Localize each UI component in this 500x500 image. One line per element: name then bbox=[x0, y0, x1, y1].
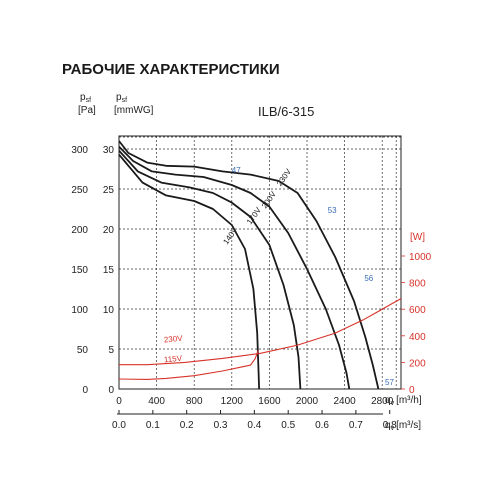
x-sec-tick-0.5: 0.5 bbox=[281, 420, 295, 431]
pressure-label-170V: 170V bbox=[245, 205, 263, 226]
pressure-curve-200V bbox=[118, 145, 351, 390]
x-sec-tick-0.8: 0.8 bbox=[383, 420, 397, 431]
y-left-label: psf bbox=[80, 92, 91, 104]
x-sec-tick-0.4: 0.4 bbox=[247, 420, 261, 431]
x-sec-tick-0.2: 0.2 bbox=[180, 420, 194, 431]
x-sec-tick-0.1: 0.1 bbox=[146, 420, 160, 431]
y-left-tick-100: 100 bbox=[71, 305, 88, 316]
y-mmwg-tick-0: 0 bbox=[108, 385, 114, 396]
y-mmwg-tick-15: 15 bbox=[103, 265, 115, 276]
y-left-label-main: p bbox=[80, 92, 86, 103]
power-label-230V: 230V bbox=[164, 334, 184, 345]
grid bbox=[118, 135, 402, 390]
x-sec-tick-0.6: 0.6 bbox=[315, 420, 329, 431]
series bbox=[118, 140, 402, 390]
y-right-tick-1000: 1000 bbox=[409, 252, 432, 263]
y-left-label-sub: sf bbox=[86, 97, 92, 104]
y-left-tick-150: 150 bbox=[71, 265, 88, 276]
x-main-label: q bbox=[385, 395, 391, 406]
pressure-label-230V: 230V bbox=[275, 167, 293, 188]
y-right-unit: [W] bbox=[410, 232, 425, 243]
y-mmwg-tick-10: 10 bbox=[103, 305, 115, 316]
power-label-115V: 115V bbox=[164, 354, 183, 365]
x-sec-tick-0.3: 0.3 bbox=[214, 420, 228, 431]
x-main-tick-1200: 1200 bbox=[221, 396, 244, 407]
power-curve-115V bbox=[118, 350, 259, 380]
x-sec-unit: [m³/s] bbox=[396, 420, 421, 431]
x-sec-label: q bbox=[385, 420, 391, 431]
y-left-tick-50: 50 bbox=[77, 345, 89, 356]
y-right-tick-600: 600 bbox=[409, 305, 426, 316]
ticks: 0 400 800 1200 1600 2000 2400 28000501001502002… bbox=[71, 145, 431, 431]
y-left-unit: [Pa] bbox=[78, 105, 96, 116]
x-main-tick-800: 800 bbox=[186, 396, 203, 407]
y-right-tick-800: 800 bbox=[409, 279, 426, 290]
point-label-53: 53 bbox=[328, 206, 337, 215]
y-left-tick-200: 200 bbox=[71, 225, 88, 236]
pressure-curve-170V bbox=[118, 149, 302, 390]
x-sec-label-sub: v bbox=[391, 425, 395, 432]
pressure-curve-230V bbox=[118, 140, 380, 390]
model-label: ILB/6-315 bbox=[258, 104, 314, 119]
x-main-unit-label: qv [m³/h] bbox=[385, 395, 422, 407]
x-main-tick-2800: 2800 bbox=[371, 396, 394, 407]
x-sec-tick-0.7: 0.7 bbox=[349, 420, 363, 431]
x-main-tick-0: 0 bbox=[116, 396, 122, 407]
y-right-tick-400: 400 bbox=[409, 332, 426, 343]
y-mmwg-tick-5: 5 bbox=[108, 345, 114, 356]
y-right-tick-0: 0 bbox=[409, 385, 415, 396]
point-label-57: 57 bbox=[385, 378, 394, 387]
y-mmwg-unit: [mmWG] bbox=[114, 105, 154, 116]
x-main-tick-1600: 1600 bbox=[258, 396, 281, 407]
power-curve-230V bbox=[119, 298, 402, 366]
y-mmwg-tick-30: 30 bbox=[103, 145, 115, 156]
plot-frame bbox=[118, 135, 402, 390]
y-left-tick-250: 250 bbox=[71, 185, 88, 196]
x-main-tick-2400: 2400 bbox=[333, 396, 356, 407]
y-right-tick-200: 200 bbox=[409, 358, 426, 369]
y-mmwg-tick-25: 25 bbox=[103, 185, 115, 196]
y-mmwg-label-main: p bbox=[116, 92, 122, 103]
x-main-tick-2000: 2000 bbox=[296, 396, 319, 407]
pressure-label-200V: 200V bbox=[260, 189, 278, 210]
point-label-56: 56 bbox=[364, 274, 373, 283]
x-sec-unit-label: qv [m³/s] bbox=[385, 420, 421, 432]
y-mmwg-label-sub: sf bbox=[122, 97, 128, 104]
x-main-tick-400: 400 bbox=[148, 396, 165, 407]
y-mmwg-label: psf bbox=[116, 92, 127, 104]
chart-title: РАБОЧИЕ ХАРАКТЕРИСТИКИ bbox=[62, 61, 280, 78]
y-left-tick-300: 300 bbox=[71, 145, 88, 156]
point-label-47: 47 bbox=[232, 166, 241, 175]
y-mmwg-tick-20: 20 bbox=[103, 225, 115, 236]
x-main-label-sub: v bbox=[391, 400, 395, 407]
x-sec-tick-0.0: 0.0 bbox=[112, 420, 126, 431]
pressure-curve-140V bbox=[118, 154, 260, 390]
x-main-unit: [m³/h] bbox=[396, 395, 422, 406]
y-left-tick-0: 0 bbox=[82, 385, 88, 396]
